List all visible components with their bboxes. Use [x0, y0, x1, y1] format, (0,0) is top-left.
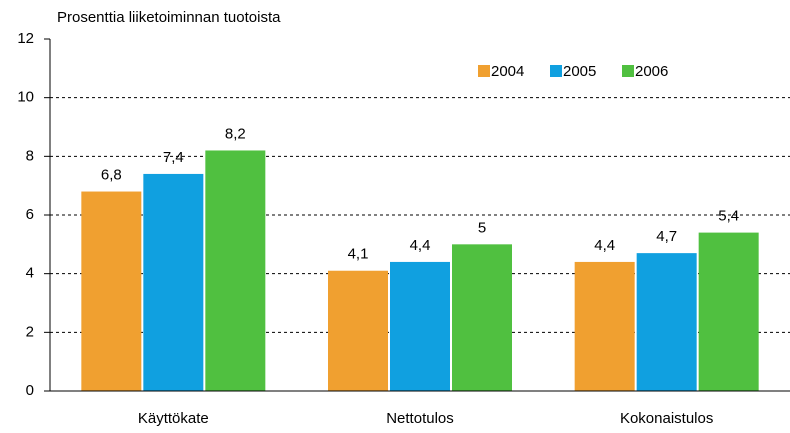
legend-swatch — [478, 65, 490, 77]
y-tick-label: 10 — [17, 89, 34, 106]
data-label: 4,1 — [348, 246, 369, 263]
data-label: 4,4 — [594, 237, 615, 254]
data-label: 8,2 — [225, 125, 246, 142]
bar — [636, 253, 697, 391]
y-tick-label: 6 — [26, 206, 34, 223]
data-label: 7,4 — [163, 149, 184, 166]
y-tick-label: 8 — [26, 147, 34, 164]
bar — [205, 150, 266, 391]
y-tick-label: 0 — [26, 382, 34, 399]
legend-label: 2005 — [563, 63, 596, 80]
bar — [143, 173, 204, 391]
data-label: 5,4 — [718, 208, 739, 225]
legend-swatch — [550, 65, 562, 77]
y-tick-label: 4 — [26, 265, 34, 282]
x-tick-label: Nettotulos — [386, 410, 454, 427]
bar — [328, 270, 388, 391]
legend-label: 2004 — [491, 63, 524, 80]
data-label: 6,8 — [101, 167, 122, 184]
bar — [452, 244, 512, 391]
data-label: 5 — [478, 219, 486, 236]
bar — [574, 261, 635, 391]
x-tick-label: Kokonaistulos — [620, 410, 713, 427]
bar — [390, 261, 450, 391]
legend-swatch — [622, 65, 634, 77]
y-tick-label: 12 — [17, 30, 34, 47]
y-tick-label: 2 — [26, 323, 34, 340]
chart-title: Prosenttia liiketoiminnan tuotoista — [57, 9, 281, 26]
bar — [81, 191, 142, 391]
bar — [698, 232, 759, 391]
x-tick-label: Käyttökate — [138, 410, 209, 427]
data-label: 4,7 — [656, 228, 677, 245]
legend-label: 2006 — [635, 63, 668, 80]
data-label: 4,4 — [410, 237, 431, 254]
